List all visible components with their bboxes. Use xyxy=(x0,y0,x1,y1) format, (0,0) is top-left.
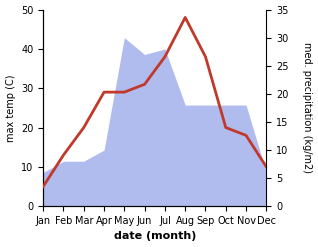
Y-axis label: max temp (C): max temp (C) xyxy=(5,74,16,142)
X-axis label: date (month): date (month) xyxy=(114,231,196,242)
Y-axis label: med. precipitation (kg/m2): med. precipitation (kg/m2) xyxy=(302,42,313,173)
